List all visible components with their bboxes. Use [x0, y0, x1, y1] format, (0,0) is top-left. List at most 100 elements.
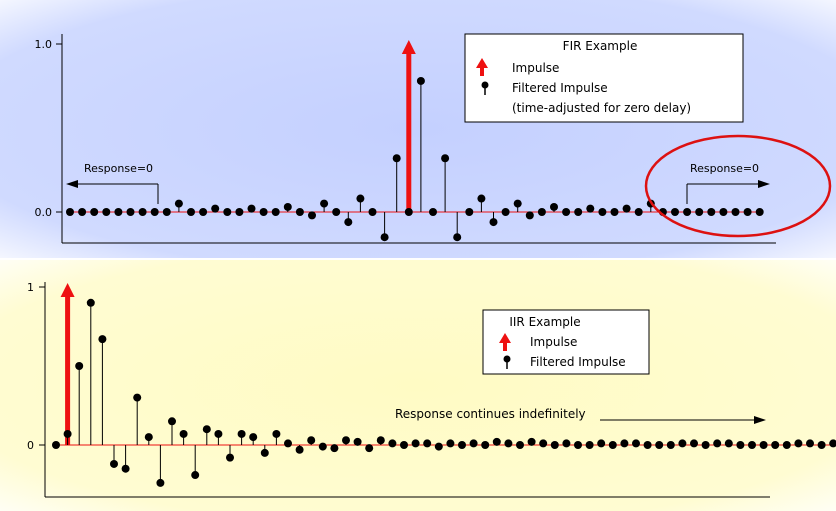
- iir-stem-point: [365, 444, 374, 453]
- fir-impulse: [401, 40, 416, 212]
- iir-annotation-label: Response continues indefinitely: [395, 407, 586, 421]
- iir-impulse: [60, 283, 75, 445]
- fir-legend-filtered-label: Filtered Impulse: [512, 81, 608, 95]
- iir-stem-point: [133, 393, 142, 402]
- iir-stem-point: [330, 444, 339, 453]
- fir-legend: FIR Example Impulse Filtered Impulse (ti…: [464, 33, 744, 123]
- iir-stem-point: [690, 439, 698, 448]
- fir-stem-point: [283, 202, 292, 211]
- iir-stem-point: [539, 439, 548, 448]
- iir-legend-filtered-label: Filtered Impulse: [530, 355, 626, 369]
- iir-stem-point: [516, 441, 524, 449]
- fir-stem-point: [174, 199, 183, 208]
- iir-stem-point: [75, 362, 84, 370]
- iir-stem-point: [52, 441, 60, 449]
- iir-stem-point: [156, 478, 165, 487]
- fir-stem-point: [404, 208, 413, 216]
- fir-stem-point: [320, 199, 329, 208]
- iir-stem-point: [806, 439, 814, 448]
- fir-stem-point: [465, 208, 474, 216]
- iir-stem-point: [620, 439, 629, 448]
- fir-legend-impulse-label: Impulse: [512, 61, 559, 75]
- iir-stem-point: [376, 436, 385, 445]
- iir-stem-point: [63, 429, 72, 438]
- iir-stem-point: [469, 439, 478, 448]
- fir-stem-point: [441, 154, 450, 163]
- iir-stem-point: [202, 425, 211, 434]
- fir-stem-point: [477, 194, 486, 203]
- fir-stem-point: [634, 208, 643, 216]
- iir-stem-point: [504, 439, 513, 448]
- fir-stem-point: [368, 208, 377, 216]
- iir-stems: [52, 298, 836, 487]
- iir-legend-title: IIR Example: [509, 315, 580, 329]
- fir-stem-point: [586, 204, 595, 213]
- iir-legend-box: [482, 309, 650, 375]
- fir-stem-point: [356, 194, 365, 203]
- iir-stem-point: [736, 441, 745, 449]
- iir-stem-point: [86, 298, 95, 307]
- fir-annotation-left-arrowhead: [66, 180, 78, 188]
- iir-stem-point: [400, 441, 408, 449]
- iir-stem-point: [492, 437, 501, 446]
- iir-stem-point: [168, 417, 176, 426]
- iir-background: [0, 260, 836, 511]
- fir-impulse-arrowhead: [401, 40, 416, 54]
- iir-stem-point: [144, 433, 153, 442]
- fir-stem-point: [138, 208, 147, 216]
- fir-stem-point: [114, 208, 123, 216]
- fir-stem-point: [610, 208, 619, 216]
- fir-stem-point: [525, 211, 534, 220]
- iir-legend-impulse-arrow: [499, 333, 511, 351]
- iir-stem-point: [458, 441, 466, 449]
- fir-stem-point: [707, 208, 716, 216]
- fir-stem-point: [187, 208, 195, 216]
- fir-stem-point: [66, 208, 74, 216]
- iir-annotation-arrowhead: [754, 416, 766, 424]
- iir-stem-point: [748, 441, 756, 449]
- iir-legend-dot-marker: [503, 355, 511, 363]
- fir-ytick-label-1: 1.0: [35, 38, 53, 51]
- iir-stem-point: [678, 439, 687, 448]
- iir-stem-point: [585, 441, 594, 449]
- iir-stem-point: [353, 437, 362, 446]
- fir-stems: [66, 76, 764, 242]
- iir-stem-point: [388, 439, 397, 448]
- iir-stem-point: [249, 433, 258, 442]
- fir-stem-point: [574, 208, 583, 216]
- fir-stem-point: [211, 204, 220, 213]
- iir-stem-point: [817, 441, 826, 449]
- iir-stem-point: [434, 442, 443, 451]
- iir-stem-point: [342, 436, 350, 445]
- fir-legend-impulse-arrow: [476, 58, 488, 76]
- fir-stem-point: [416, 76, 425, 85]
- fir-stem-point: [199, 208, 208, 216]
- iir-stem-point: [295, 445, 304, 454]
- fir-stem-point: [695, 208, 704, 216]
- fir-annotation-right-arrowhead: [758, 180, 770, 188]
- iir-stem-point: [562, 439, 571, 448]
- iir-impulse-arrowhead: [60, 283, 75, 297]
- iir-stem-point: [121, 464, 130, 473]
- fir-stem-point: [126, 208, 135, 216]
- fir-stem-point: [78, 208, 87, 216]
- iir-stem-point: [550, 441, 559, 449]
- iir-stem-point: [179, 429, 188, 438]
- iir-stem-point: [226, 453, 234, 462]
- iir-stem-point: [481, 441, 490, 449]
- iir-stem-point: [608, 441, 617, 449]
- fir-stem-point: [344, 218, 353, 227]
- fir-stem-point: [755, 208, 764, 216]
- fir-annotation-left-label: Response=0: [84, 162, 153, 175]
- iir-stem-point: [782, 441, 791, 449]
- fir-stem-point: [247, 204, 256, 213]
- fir-stem-point: [501, 208, 510, 216]
- fir-stem-point: [332, 208, 341, 216]
- fir-stem-point: [453, 233, 462, 242]
- fir-stem-point: [429, 208, 437, 216]
- fir-stem-point: [683, 208, 692, 216]
- fir-legend-box: [464, 33, 744, 123]
- iir-legend: IIR Example Impulse Filtered Impulse: [482, 309, 650, 375]
- iir-stem-point: [632, 439, 640, 448]
- iir-stem-point: [214, 429, 223, 438]
